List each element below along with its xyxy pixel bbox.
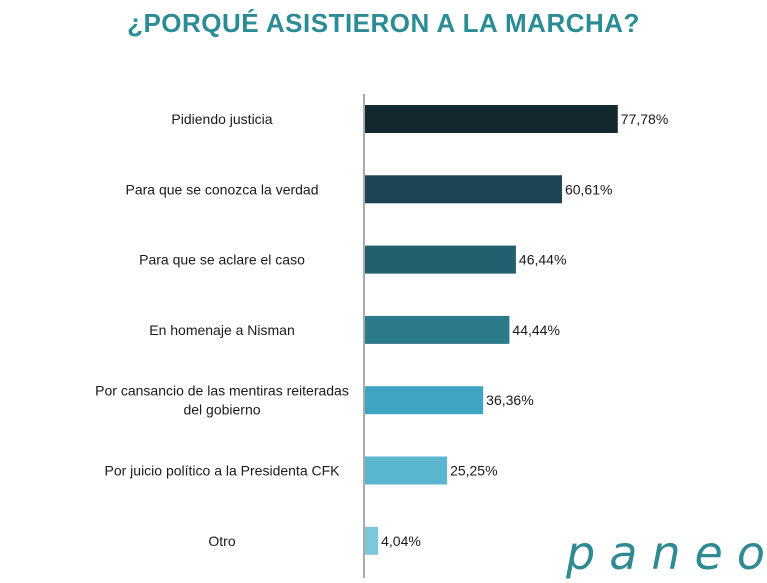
category-label: Otro — [208, 533, 235, 549]
value-label: 36,36% — [486, 392, 533, 408]
bar — [365, 245, 516, 274]
category-label: Para que se aclare el caso — [139, 252, 305, 268]
value-label: 46,44% — [519, 252, 566, 268]
category-label: Por cansancio de las mentiras reiteradas… — [95, 383, 349, 418]
bar — [365, 526, 379, 555]
category-label: Para que se conozca la verdad — [125, 181, 318, 197]
value-label: 44,44% — [512, 322, 559, 338]
category-label: En homenaje a Nisman — [149, 322, 295, 338]
value-label: 77,78% — [621, 111, 668, 127]
bar — [365, 175, 562, 204]
bar — [365, 456, 448, 485]
bar — [365, 315, 510, 344]
bar — [365, 105, 618, 133]
value-label: 60,61% — [565, 181, 612, 197]
bar — [365, 386, 484, 415]
value-label: 4,04% — [381, 533, 421, 549]
category-label: Por juicio político a la Presidenta CFK — [105, 463, 341, 479]
value-label: 25,25% — [450, 463, 497, 479]
paneo-logo: paneo — [566, 526, 767, 580]
category-label: Pidiendo justicia — [171, 111, 272, 127]
chart-title: ¿PORQUÉ ASISTIERON A LA MARCHA? — [127, 8, 640, 38]
